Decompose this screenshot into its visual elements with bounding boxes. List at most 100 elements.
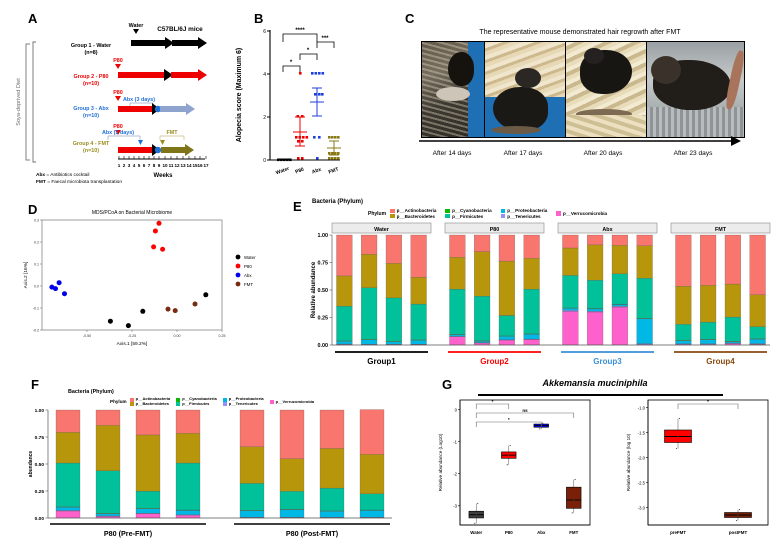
- legend-swatch-p80: [235, 263, 241, 269]
- legend-swatch: [269, 399, 274, 404]
- x-cat-label: postFMT: [729, 530, 748, 535]
- data-point-fmt: [192, 301, 198, 307]
- bar-segment: [700, 285, 717, 323]
- bar-segment: [410, 303, 427, 340]
- bar-segment: [498, 336, 515, 340]
- group-4-name: Group 4 - FMT: [73, 141, 110, 147]
- bar-segment: [449, 334, 466, 337]
- bar-segment: [385, 263, 402, 299]
- panel-f-legend: Phylum p__Actinobacteria p__Bacteroidetes…: [110, 396, 314, 407]
- y-tick: 0.50: [318, 288, 329, 294]
- y-tick: -0.1: [33, 307, 39, 311]
- facet-box: [444, 222, 545, 234]
- bar-segment: [135, 508, 161, 514]
- jitter-point: [677, 435, 679, 438]
- svg-text:9: 9: [158, 163, 161, 168]
- x-cat-label: Abx: [537, 530, 546, 535]
- panel-g-title: Akkemansia muciniphila: [542, 378, 648, 388]
- bar-segment: [319, 487, 345, 511]
- bar-segment: [410, 234, 427, 278]
- bar-segment: [700, 234, 717, 286]
- sig-bracket: [475, 403, 510, 409]
- bar-segment: [95, 513, 121, 517]
- panel-f: F Bacteria (Phylum) Phylum p__Actinobact…: [0, 370, 400, 550]
- bar-segment: [449, 234, 466, 258]
- panel-f-chart: 0.00 0.25 0.50 0.75 1.00 abundance P80 (Pre-FM…: [28, 408, 392, 538]
- bar-segment: [749, 294, 766, 327]
- legend-swatch: [445, 208, 451, 214]
- legend-swatch: [176, 402, 181, 407]
- bar-segment: [239, 446, 265, 484]
- svg-text:14: 14: [186, 163, 192, 168]
- svg-text:6: 6: [143, 163, 146, 168]
- bar-segment: [239, 510, 265, 518]
- legend-label-water: Water: [244, 255, 256, 260]
- data-point-water: [125, 323, 131, 329]
- sig-bracket: [677, 403, 739, 409]
- bar-segment: [175, 409, 201, 434]
- group-label: P80 (Pre-FMT): [104, 529, 153, 538]
- data-point-water: [140, 308, 146, 314]
- bar-segment: [523, 333, 540, 340]
- data-point-p80: [160, 246, 166, 252]
- bar-segment: [319, 511, 345, 518]
- jitter-point: [475, 514, 477, 516]
- cat-abx: Abx: [311, 167, 322, 176]
- legend-column-2: p__Proteobacteria p__Tenericutes: [500, 208, 547, 219]
- bar-segment: [675, 286, 692, 325]
- svg-text:7: 7: [148, 163, 151, 168]
- y-tick: 0.75: [35, 435, 45, 441]
- g-right-ylabel: Relative abundance (log 10): [626, 433, 631, 491]
- bar-segment: [175, 515, 201, 519]
- data-point-fmt: [172, 308, 178, 314]
- mouse-photo-1: [422, 42, 485, 137]
- data-point-p80: [151, 244, 157, 250]
- legend-column-0: p__Actinobacteria p__Bacteroidetes: [129, 396, 170, 407]
- bar-segment: [700, 339, 717, 344]
- bar-segment: [361, 287, 378, 340]
- bar-segment: [611, 304, 628, 307]
- legend-swatch: [176, 397, 181, 402]
- y-tick: 0.25: [35, 489, 45, 495]
- legend-swatch: [500, 208, 506, 214]
- bar-segment: [523, 288, 540, 334]
- outlier-point: [678, 417, 681, 420]
- bar-segment: [279, 491, 305, 510]
- legend-column-3: p__Verrucomicrobia: [556, 208, 607, 219]
- data-point-fmt: [165, 306, 171, 312]
- panel-a: A Soya-deprived Diet Group 1 - Water (n=…: [0, 0, 215, 195]
- legend-column-2: p__Proteobacteria p__Tenericutes: [222, 396, 264, 407]
- bar-segment: [611, 273, 628, 305]
- bar-segment: [135, 409, 161, 436]
- sig-bracket: [475, 421, 542, 427]
- svg-text:2: 2: [123, 163, 126, 168]
- svg-text:16: 16: [197, 163, 203, 168]
- x-cat-label: Water: [470, 530, 482, 535]
- g-right-y-tick: -1.0: [638, 405, 646, 410]
- bar-segment: [359, 409, 385, 455]
- caption-3: After 20 days: [583, 150, 623, 157]
- facet-label: FMT: [715, 227, 727, 233]
- outlier-point: [571, 512, 573, 514]
- bar-segment: [336, 234, 353, 277]
- legend-label: p__Verrucomicrobia: [562, 210, 608, 216]
- bar-segment: [361, 234, 378, 255]
- legend-label-abx: Abx: [244, 273, 252, 278]
- trigger-p80-g2: P80: [113, 58, 123, 64]
- panel-a-label: A: [28, 11, 38, 26]
- legend-label-p80: P80: [244, 264, 252, 269]
- data-point-abx: [56, 280, 62, 286]
- cat-fmt: FMT: [328, 166, 340, 175]
- g-left-ylabel: Relative abundance (Log10): [438, 433, 443, 491]
- sig-p80-abx: *: [307, 48, 310, 54]
- bar-segment: [175, 510, 201, 515]
- caption-1: After 14 days: [432, 150, 472, 157]
- panel-b-chart: 0 2 4 6 Alopecia score (Maximum 6) Water P…: [236, 28, 341, 176]
- bar-segment: [359, 454, 385, 494]
- legend-swatch-fmt: [235, 281, 241, 287]
- y-tick: 0.0: [34, 285, 39, 289]
- facet-label: P80: [490, 227, 500, 233]
- x-cat-label: P80: [505, 530, 513, 535]
- legend-swatch: [556, 211, 561, 216]
- bar-segment: [562, 310, 579, 312]
